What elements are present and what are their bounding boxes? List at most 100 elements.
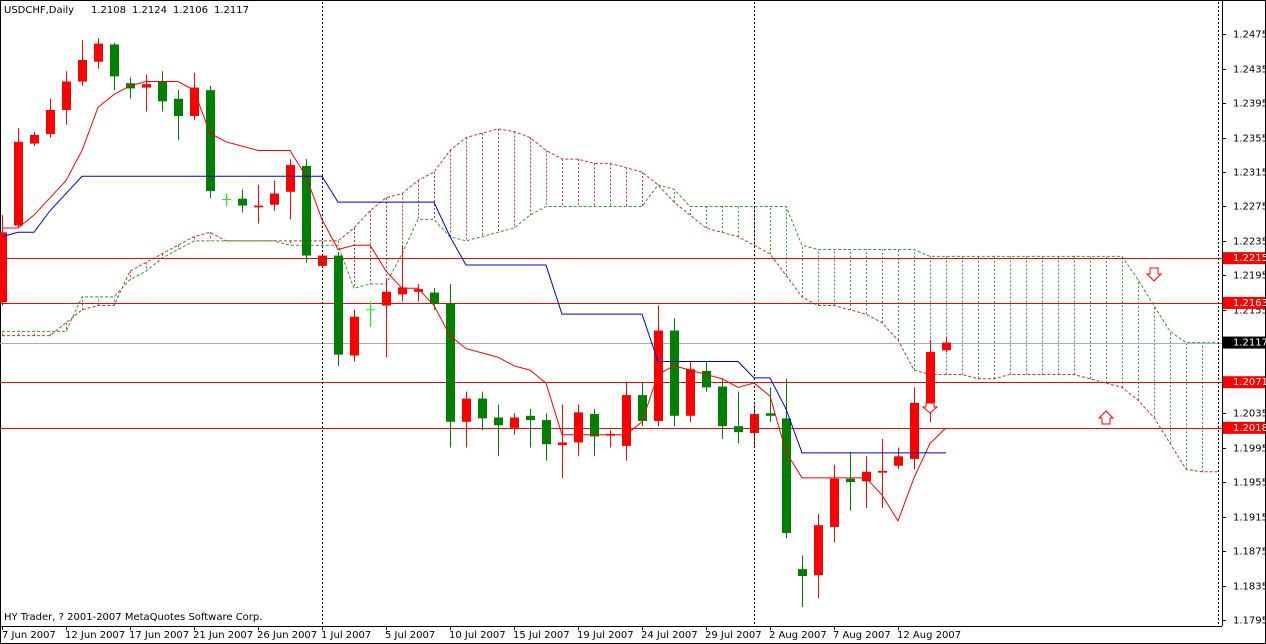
level-label: 1.2018 [1233,423,1266,434]
candle-body [110,44,119,77]
x-tick-label: 15 Jul 2007 [513,630,570,641]
candle-body [30,134,39,144]
candle-body [718,386,727,427]
candle-body [398,287,407,295]
candle-body [46,109,55,135]
candle-body [910,402,919,459]
candle-body [0,232,7,303]
x-tick-label: 21 Jun 2007 [193,630,253,641]
y-tick-label: 1.1875 [1233,547,1266,558]
y-tick-label: 1.2435 [1233,65,1266,76]
y-tick-label: 1.1915 [1233,513,1266,524]
y-tick-label: 1.1955 [1233,478,1266,489]
level-label-box [1223,252,1265,265]
candle-body [462,398,471,422]
candle-body [430,292,439,304]
candle-body [926,352,935,403]
footer-text: HY Trader, ? 2001-2007 MetaQuotes Softwa… [4,612,262,623]
y-tick-label: 1.2395 [1233,99,1266,110]
candle-body [478,398,487,419]
y-tick-label: 1.2315 [1233,168,1266,179]
candle-body [590,414,599,437]
y-tick-label: 1.1995 [1233,444,1266,455]
x-tick-label: 26 Jun 2007 [257,630,317,641]
candle-body [414,289,423,292]
candle-body [510,417,519,428]
candle-body [142,84,151,88]
x-tick-label: 10 Jul 2007 [449,630,506,641]
candle-body [254,205,263,208]
y-tick-label: 1.1795 [1233,616,1266,627]
candle-body [846,478,855,483]
x-tick-label: 24 Jul 2007 [641,630,698,641]
x-tick-label: 19 Jul 2007 [577,630,634,641]
candle-body [494,417,503,426]
candle-body [14,141,23,226]
level-label: 1.2163 [1233,298,1266,309]
candle-body [830,478,839,527]
candle-body [558,442,567,446]
candle-body [302,165,311,256]
candle-body [622,395,631,446]
candle-body [318,255,327,266]
x-tick-label: 12 Jun 2007 [65,630,125,641]
plot-area [0,38,1222,608]
x-tick-label: 2 Aug 2007 [769,630,827,641]
x-tick-label: 5 Jul 2007 [385,630,435,641]
level-label-box [1223,296,1265,309]
x-tick-label: 12 Aug 2007 [897,630,961,641]
candle-body [942,342,951,351]
candle-body [526,415,535,421]
title-group: USDCHF,Daily 1.2108 1.2124 1.2106 1.2117 [4,5,249,16]
y-tick-label: 1.2035 [1233,409,1266,420]
indicator-line [2,81,947,523]
candle-body [174,98,183,116]
y-tick-label: 1.1835 [1233,582,1266,593]
candle-body [702,370,711,388]
candle-body [238,198,247,206]
candle-body [350,316,359,356]
level-label-box [1223,421,1265,434]
candle-body [270,193,279,205]
y-tick-label: 1.2155 [1233,306,1266,317]
candle-body [94,43,103,62]
candle-body [334,255,343,355]
candle-body [654,330,663,421]
x-tick-label: 7 Jun 2007 [2,630,56,641]
level-label: 1.2215 [1233,253,1266,264]
candle-body [190,87,199,116]
level-label-box [1223,376,1265,389]
candle-body [158,81,167,102]
level-label: 1.2071 [1233,377,1266,388]
y-tick-label: 1.2275 [1233,202,1266,213]
candle-body [638,395,647,421]
x-tick-label: 17 Jun 2007 [129,630,189,641]
candle-body [798,569,807,577]
y-tick-label: 1.2475 [1233,30,1266,41]
x-tick-label: 29 Jul 2007 [705,630,762,641]
candle-body [878,470,887,473]
quote-high: 1.2124 [132,5,167,16]
y-tick-label: 1.2195 [1233,271,1266,282]
candle-body [206,90,215,191]
arrow-down-icon [921,402,939,414]
x-tick-label: 7 Aug 2007 [833,630,891,641]
candle-body [686,369,695,416]
x-tick-label: 1 Jul 2007 [321,630,371,641]
chart-title: USDCHF,Daily [4,5,74,16]
indicator-line [1,175,946,454]
candle-body [766,413,775,416]
y-tick-label: 1.2355 [1233,134,1266,145]
candle-body [542,420,551,445]
candle-body [734,426,743,433]
candle-body [286,165,295,192]
candle-body [62,81,71,110]
level-label: 1.2117 [1233,338,1266,349]
candle-body [574,412,583,443]
y-tick-label: 1.2235 [1233,237,1266,248]
candle-body [382,291,391,306]
candle-body [78,59,87,82]
cloud-span [2,184,1218,344]
quote-low: 1.2106 [173,5,208,16]
